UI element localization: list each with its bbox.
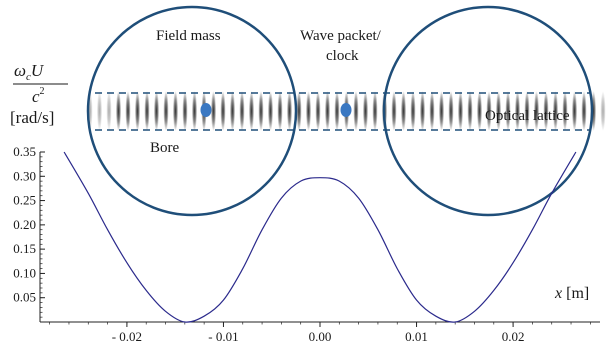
y-tick-label: 0.25: [13, 193, 36, 208]
lattice-fringe: [182, 91, 188, 131]
lattice-fringe: [334, 91, 340, 131]
lattice-fringe: [429, 91, 435, 131]
lattice-fringe: [562, 91, 568, 131]
ylabel-omega: ω: [14, 61, 26, 80]
field-mass-left-circle: [86, 5, 298, 217]
lattice-fringe: [514, 91, 521, 131]
lattice-fringe: [296, 91, 302, 131]
lattice-fringe: [410, 91, 416, 131]
svg-text:c2: c2: [32, 86, 45, 106]
y-tick-label: 0.20: [13, 217, 36, 232]
lattice-fringe: [248, 91, 255, 131]
x-tick-label: - 0.01: [208, 329, 238, 344]
lattice-fringe: [305, 91, 312, 131]
lattice-fringe: [220, 91, 226, 131]
lattice-fringe: [552, 91, 559, 131]
wave-packet-label-line1: Wave packet/: [300, 28, 382, 44]
x-tick-label: 0.02: [502, 329, 525, 344]
lattice-fringe: [438, 91, 445, 131]
field-mass-right-circle: [382, 5, 594, 217]
optical-lattice-fringes: [87, 91, 606, 131]
bore-label: Bore: [150, 140, 180, 156]
lattice-fringe: [400, 91, 407, 131]
wave-packet-label-line2: clock: [326, 48, 359, 64]
lattice-fringe: [96, 91, 103, 131]
lattice-fringe: [524, 91, 530, 131]
lattice-fringe: [324, 91, 331, 131]
x-tick-label: - 0.02: [112, 329, 142, 344]
lattice-fringe: [533, 91, 540, 131]
ylabel-power: 2: [40, 86, 45, 97]
lattice-fringe: [505, 91, 511, 131]
ylabel-unit: [rad/s]: [10, 108, 54, 127]
lattice-fringe: [144, 91, 150, 131]
lattice-fringe: [163, 91, 169, 131]
y-axis-label: ωcU c2 [rad/s]: [10, 61, 68, 127]
lattice-fringe: [153, 91, 160, 131]
lattice-fringe: [172, 91, 179, 131]
potential-curve: [63, 151, 577, 323]
lattice-fringe: [239, 91, 245, 131]
y-tick-label: 0.35: [13, 144, 36, 159]
svg-text:ωcU: ωcU: [14, 61, 45, 83]
lattice-fringe: [286, 91, 293, 131]
lattice-fringe: [486, 91, 492, 131]
y-tick-label: 0.05: [13, 290, 36, 305]
lattice-fringe: [495, 91, 502, 131]
lattice-fringe: [229, 91, 236, 131]
lattice-fringe: [315, 91, 321, 131]
atom-dot-center: [340, 103, 352, 117]
ylabel-c: c: [32, 87, 40, 106]
lattice-fringe: [353, 91, 359, 131]
lattice-fringe: [372, 91, 378, 131]
lattice-fringe: [391, 91, 397, 131]
lattice-fringe: [457, 91, 464, 131]
x-tick-label: 0.00: [309, 329, 332, 344]
lattice-fringe: [543, 91, 549, 131]
lattice-fringe: [210, 91, 217, 131]
lattice-fringe: [125, 91, 131, 131]
lattice-fringe: [106, 91, 112, 131]
lattice-fringe: [267, 91, 274, 131]
lattice-fringe: [258, 91, 264, 131]
lattice-fringe: [362, 91, 369, 131]
x-ticks: - 0.02 - 0.01 0.00 0.01 0.02: [49, 322, 591, 344]
lattice-fringe: [476, 91, 483, 131]
xlabel-unit: [m]: [566, 285, 589, 302]
lattice-fringe: [581, 91, 587, 131]
y-ticks: 0.05 0.10 0.15 0.20 0.25 0.30 0.35: [13, 144, 45, 318]
y-tick-label: 0.10: [13, 265, 36, 280]
y-tick-label: 0.30: [13, 168, 36, 183]
ylabel-subscript: c: [26, 71, 31, 83]
lattice-fringe: [571, 91, 578, 131]
lattice-fringe: [191, 91, 198, 131]
lattice-fringe: [277, 91, 283, 131]
optical-lattice-label: Optical lattice: [485, 108, 570, 124]
lattice-fringe: [134, 91, 141, 131]
lattice-fringe: [467, 91, 473, 131]
x-axis-label: x [m]: [554, 285, 589, 302]
lattice-fringe: [419, 91, 426, 131]
xlabel-var: x: [554, 285, 562, 302]
atom-dot-left: [200, 103, 212, 117]
lattice-fringe: [600, 91, 606, 131]
field-mass-label: Field mass: [156, 28, 221, 44]
lattice-fringe: [115, 91, 122, 131]
ylabel-U: U: [31, 61, 45, 80]
y-tick-label: 0.15: [13, 241, 36, 256]
lattice-fringe: [448, 91, 454, 131]
x-tick-label: 0.01: [405, 329, 428, 344]
